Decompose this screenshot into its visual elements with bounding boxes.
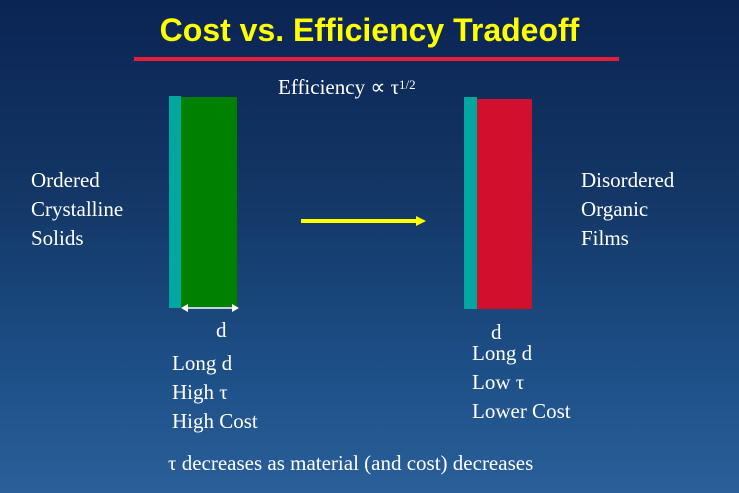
right-label-line-3: Films (581, 226, 629, 250)
left-property-3: High Cost (172, 409, 258, 433)
left-property-2: High τ (172, 380, 228, 404)
title-underline (134, 57, 619, 61)
left-label-line-3: Solids (31, 226, 84, 250)
formula-exponent: 1/2 (399, 77, 416, 92)
left-property-1: Long d (172, 351, 233, 375)
right-property-3: Lower Cost (472, 399, 571, 423)
thickness-dimension-icon (181, 304, 239, 312)
crystalline-electrode-layer (169, 96, 181, 308)
right-thickness-label: d (491, 320, 502, 344)
disordered-organic-films-label: Disordered Organic Films (581, 166, 674, 253)
crystalline-properties: Long d High τ High Cost (172, 349, 258, 436)
right-property-1: Long d (472, 341, 533, 365)
organic-absorber-layer (477, 99, 532, 309)
organic-properties: Long d Low τ Lower Cost (472, 339, 571, 426)
right-label-line-1: Disordered (581, 168, 675, 192)
left-label-line-2: Crystalline (31, 197, 124, 221)
ordered-crystalline-solids-label: Ordered Crystalline Solids (31, 166, 123, 253)
transition-arrow-icon (301, 216, 426, 226)
left-thickness-label: d (216, 318, 227, 342)
left-label-line-1: Ordered (31, 168, 100, 192)
conclusion-text: τ decreases as material (and cost) decre… (168, 451, 534, 475)
right-label-line-2: Organic (581, 197, 649, 221)
right-property-2: Low τ (472, 370, 525, 394)
organic-electrode-layer (464, 97, 477, 309)
crystalline-absorber-layer (181, 97, 237, 307)
formula-base: Efficiency ∝ τ (278, 75, 400, 99)
slide-title: Cost vs. Efficiency Tradeoff (159, 12, 580, 48)
efficiency-formula: Efficiency ∝ τ1/2 (278, 73, 416, 102)
